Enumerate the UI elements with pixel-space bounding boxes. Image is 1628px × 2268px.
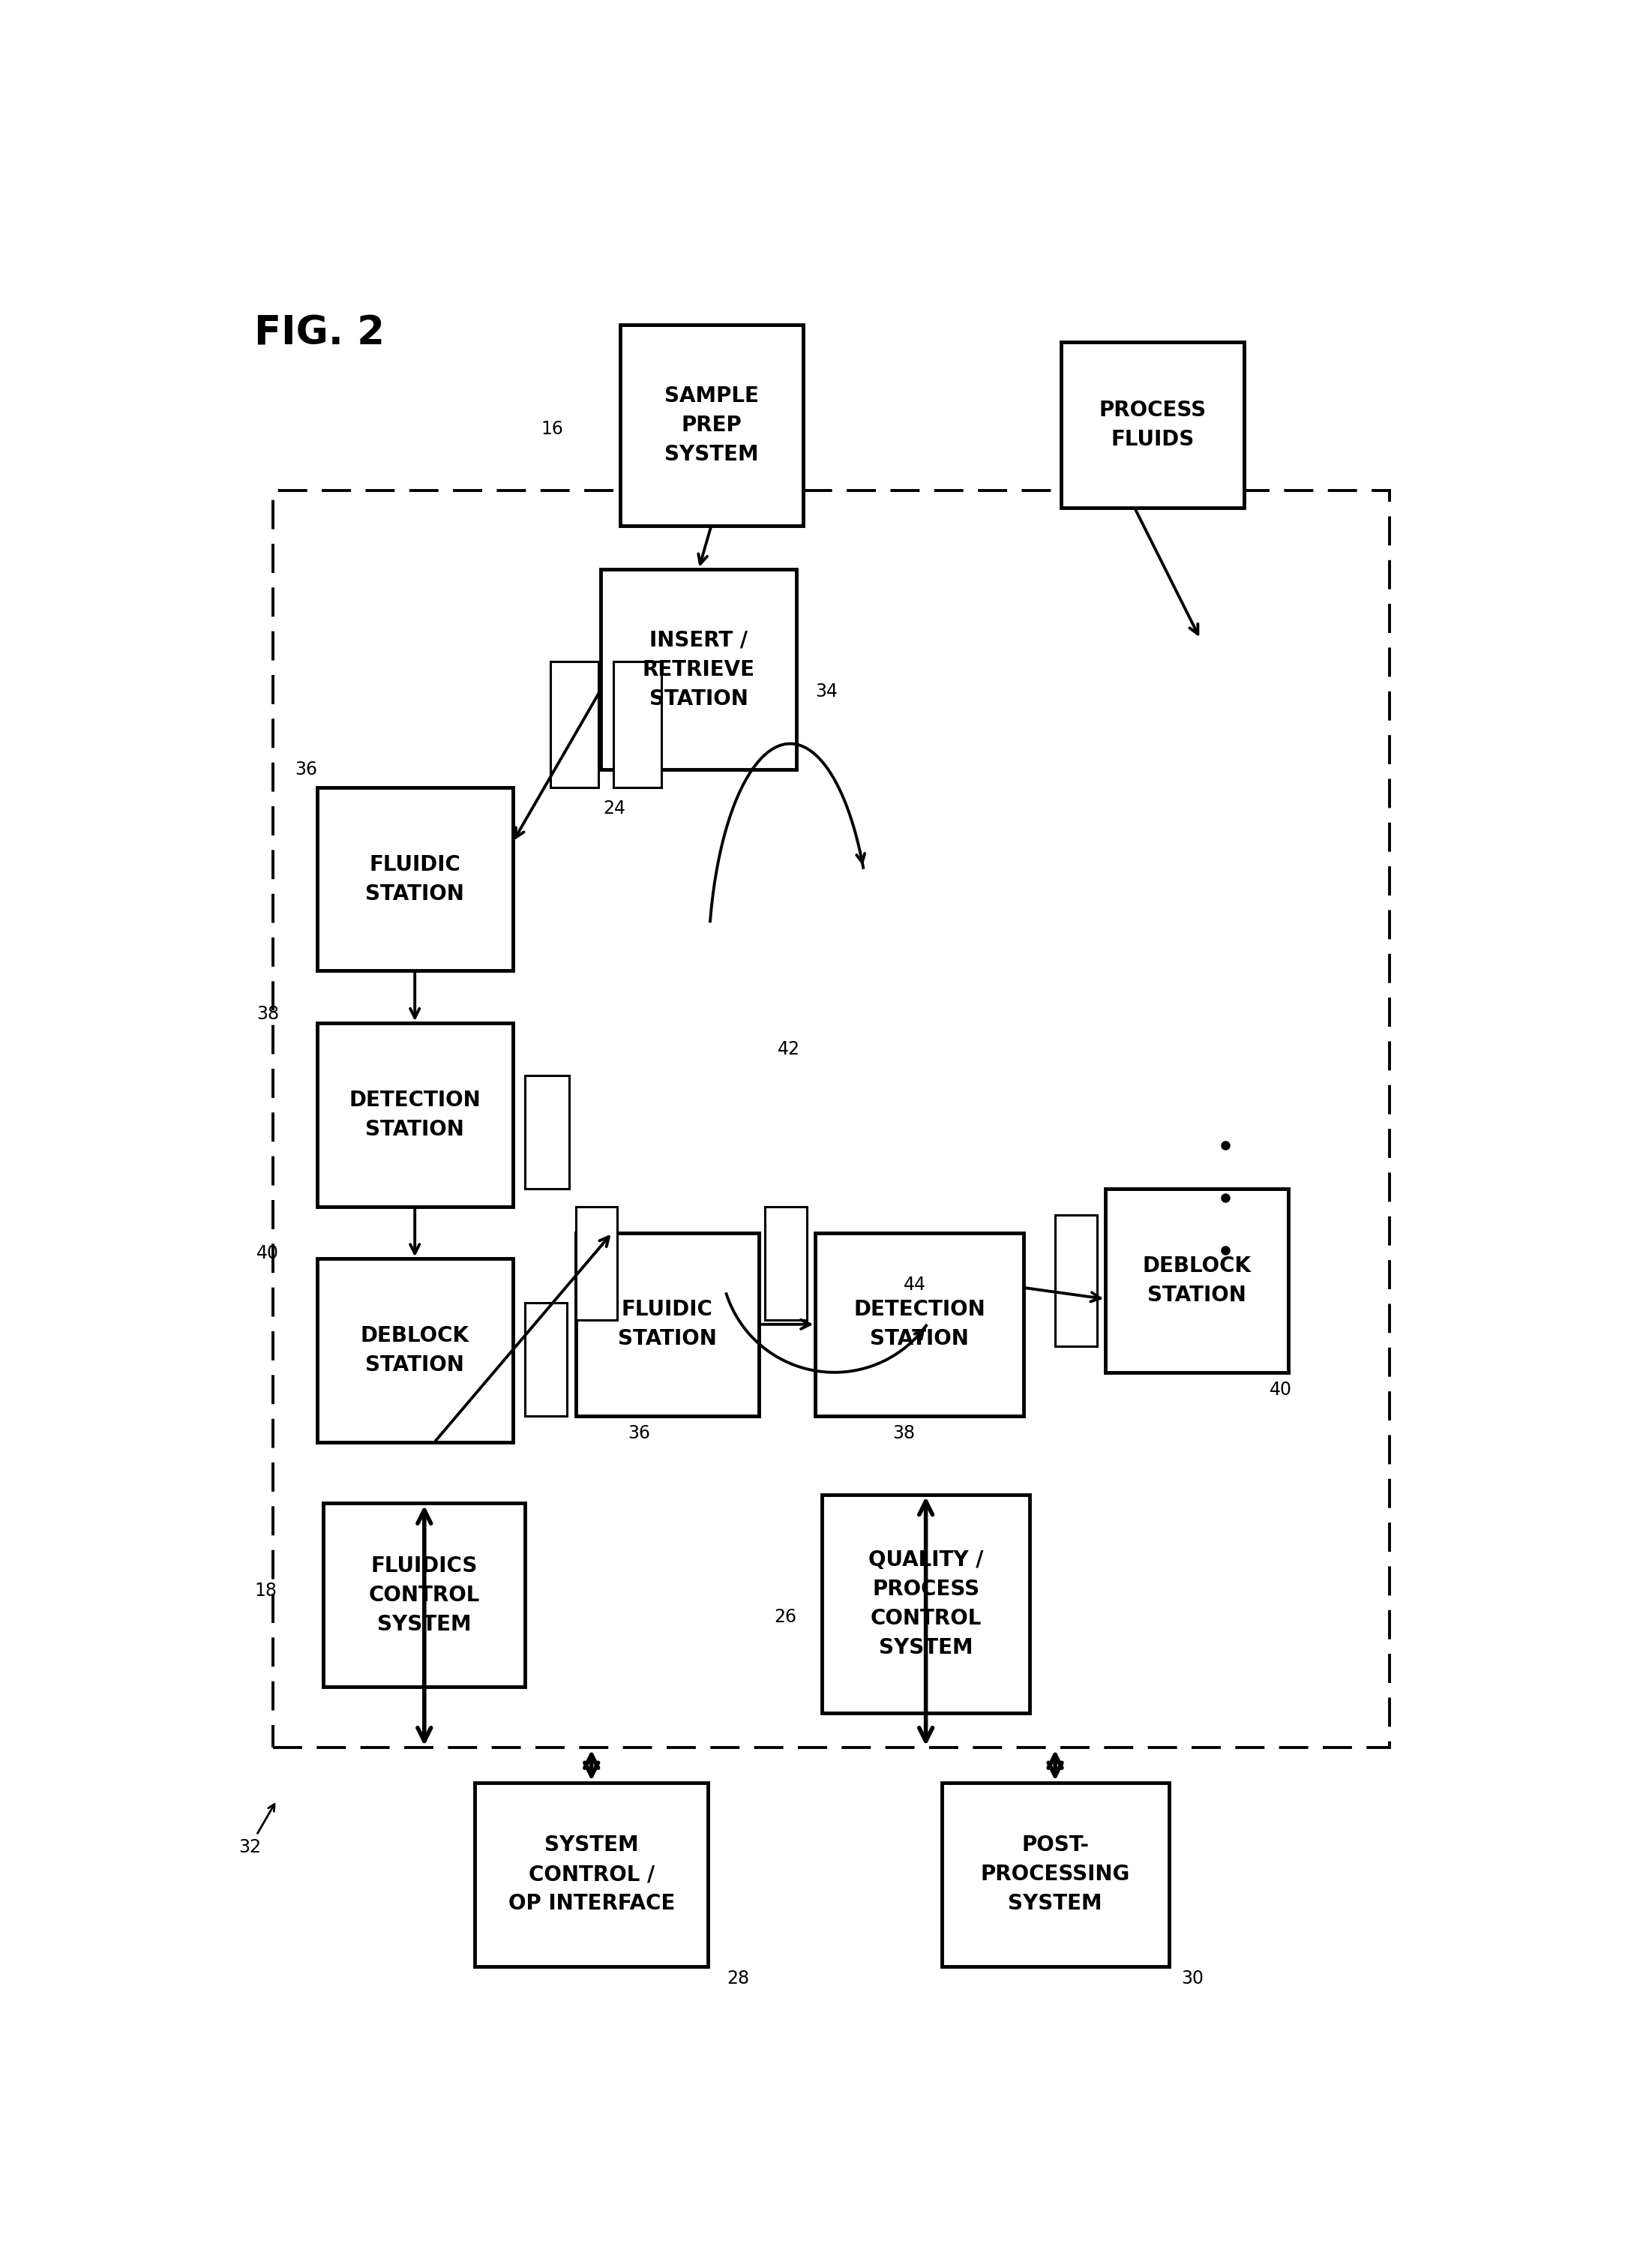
FancyBboxPatch shape xyxy=(1055,1216,1097,1347)
FancyBboxPatch shape xyxy=(317,1023,513,1207)
Text: FLUIDIC
STATION: FLUIDIC STATION xyxy=(617,1300,716,1349)
Text: 30: 30 xyxy=(1182,1969,1203,1987)
Text: 36: 36 xyxy=(295,760,317,778)
FancyBboxPatch shape xyxy=(576,1234,759,1415)
Text: 18: 18 xyxy=(254,1581,277,1599)
Text: 40: 40 xyxy=(1270,1381,1293,1399)
Text: FIG. 2: FIG. 2 xyxy=(254,313,384,354)
FancyBboxPatch shape xyxy=(1105,1188,1289,1372)
Text: 32: 32 xyxy=(239,1839,262,1857)
Text: 24: 24 xyxy=(604,798,625,816)
Text: QUALITY /
PROCESS
CONTROL
SYSTEM: QUALITY / PROCESS CONTROL SYSTEM xyxy=(868,1549,983,1658)
FancyBboxPatch shape xyxy=(576,1207,617,1320)
Text: FLUIDIC
STATION: FLUIDIC STATION xyxy=(365,853,464,905)
Text: DETECTION
STATION: DETECTION STATION xyxy=(348,1089,480,1141)
Text: DETECTION
STATION: DETECTION STATION xyxy=(853,1300,985,1349)
FancyBboxPatch shape xyxy=(614,662,661,787)
Text: POST-
PROCESSING
SYSTEM: POST- PROCESSING SYSTEM xyxy=(980,1835,1130,1914)
Text: 26: 26 xyxy=(773,1608,796,1626)
FancyBboxPatch shape xyxy=(317,787,513,971)
FancyBboxPatch shape xyxy=(816,1234,1024,1415)
Text: PROCESS
FLUIDS: PROCESS FLUIDS xyxy=(1099,399,1206,449)
FancyBboxPatch shape xyxy=(601,569,796,769)
Text: FLUIDICS
CONTROL
SYSTEM: FLUIDICS CONTROL SYSTEM xyxy=(368,1556,480,1635)
Text: SYSTEM
CONTROL /
OP INTERFACE: SYSTEM CONTROL / OP INTERFACE xyxy=(508,1835,676,1914)
Text: SAMPLE
PREP
SYSTEM: SAMPLE PREP SYSTEM xyxy=(664,386,759,465)
Text: 38: 38 xyxy=(892,1424,915,1442)
Text: DEBLOCK
STATION: DEBLOCK STATION xyxy=(360,1325,469,1377)
Text: 42: 42 xyxy=(778,1041,799,1059)
FancyBboxPatch shape xyxy=(941,1783,1169,1966)
Text: 34: 34 xyxy=(816,683,838,701)
FancyBboxPatch shape xyxy=(1061,342,1244,508)
FancyBboxPatch shape xyxy=(550,662,599,787)
FancyBboxPatch shape xyxy=(475,1783,708,1966)
Text: 40: 40 xyxy=(257,1245,280,1263)
Text: DEBLOCK
STATION: DEBLOCK STATION xyxy=(1143,1256,1252,1306)
FancyBboxPatch shape xyxy=(620,324,803,526)
FancyBboxPatch shape xyxy=(526,1302,567,1415)
FancyBboxPatch shape xyxy=(526,1075,570,1188)
Text: 36: 36 xyxy=(627,1424,650,1442)
Text: 38: 38 xyxy=(257,1005,280,1023)
Text: 28: 28 xyxy=(728,1969,751,1987)
Text: INSERT /
RETRIEVE
STATION: INSERT / RETRIEVE STATION xyxy=(643,631,755,710)
FancyBboxPatch shape xyxy=(822,1495,1031,1712)
FancyBboxPatch shape xyxy=(765,1207,806,1320)
Text: 44: 44 xyxy=(904,1277,926,1295)
FancyBboxPatch shape xyxy=(324,1504,526,1687)
FancyBboxPatch shape xyxy=(317,1259,513,1442)
Text: 16: 16 xyxy=(540,420,563,438)
